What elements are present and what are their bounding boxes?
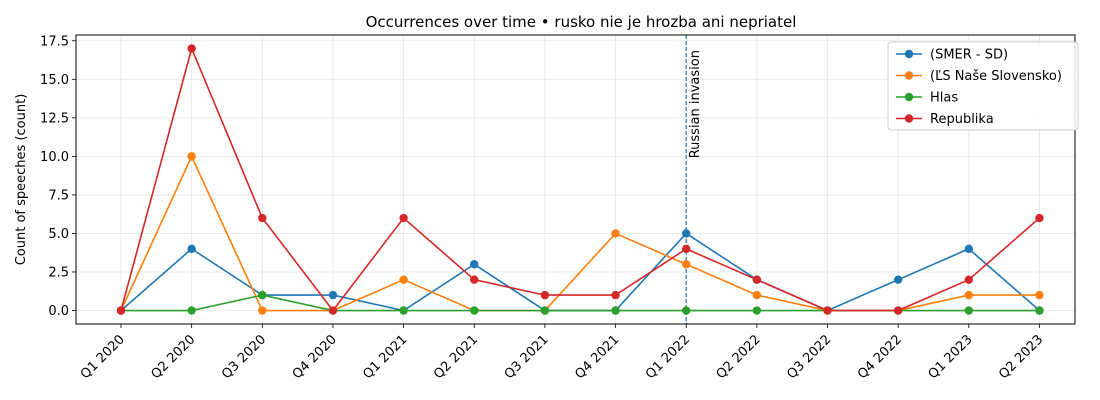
- data-point: [611, 290, 620, 300]
- data-point: [328, 306, 338, 315]
- data-point: [540, 306, 550, 315]
- data-point: [328, 290, 338, 300]
- legend: (SMER - SD) (ĽS Naše Slovensko) Hlas Republ…: [887, 41, 1079, 131]
- data-point: [682, 229, 691, 238]
- data-point: [1035, 290, 1044, 300]
- data-point: [752, 290, 762, 300]
- data-point: [187, 244, 196, 254]
- data-point: [752, 306, 762, 315]
- data-point: [187, 306, 196, 315]
- data-point: [399, 213, 408, 223]
- data-point: [399, 306, 408, 315]
- legend-swatch-marker: [904, 92, 914, 102]
- data-point: [399, 275, 408, 284]
- plot-frame: [75, 34, 1076, 325]
- data-point: [470, 275, 479, 284]
- data-point: [116, 306, 126, 315]
- chart-title: Occurrences over time • rusko nie je hro…: [366, 13, 797, 31]
- y-tick-label: 12.5: [40, 111, 69, 126]
- data-point: [964, 244, 973, 254]
- y-tick-label: 0.0: [48, 304, 69, 319]
- legend-entry: Republika: [930, 112, 994, 127]
- y-tick-label: 17.5: [40, 34, 69, 49]
- data-point: [258, 213, 267, 223]
- data-point: [964, 275, 973, 284]
- legend-swatch-marker: [904, 114, 914, 123]
- data-point: [1035, 306, 1044, 315]
- y-tick-label: 7.5: [48, 188, 69, 203]
- legend-entry: (SMER - SD): [930, 48, 1008, 63]
- data-point: [964, 290, 973, 300]
- data-point: [682, 244, 691, 254]
- data-point: [187, 152, 196, 161]
- legend-entry: Hlas: [930, 91, 958, 106]
- invasion-label: Russian invasion: [688, 50, 703, 158]
- series-lines: [116, 44, 1044, 315]
- data-point: [187, 44, 196, 53]
- legend-swatch-marker: [904, 71, 914, 80]
- series-line: [120, 46, 1040, 312]
- data-point: [893, 275, 903, 284]
- data-point: [752, 275, 762, 284]
- y-tick-label: 2.5: [48, 265, 69, 280]
- y-tick-label: 10.0: [40, 150, 69, 165]
- data-point: [258, 306, 267, 315]
- y-axis-label: Count of speeches (count): [14, 94, 29, 266]
- data-point: [611, 229, 620, 238]
- data-point: [682, 306, 691, 315]
- data-point: [682, 260, 691, 269]
- legend-swatch-marker: [904, 49, 914, 59]
- data-point: [964, 306, 973, 315]
- legend-entry: (ĽS Naše Slovensko): [930, 69, 1062, 84]
- y-tick-label: 15.0: [40, 73, 69, 88]
- data-point: [611, 306, 620, 315]
- data-point: [470, 260, 479, 269]
- annotations: Russian invasion: [685, 35, 703, 324]
- data-point: [1035, 213, 1044, 223]
- series-republika: [116, 44, 1044, 315]
- data-point: [258, 290, 267, 300]
- legend-box: [887, 41, 1079, 131]
- y-tick-label: 5.0: [48, 227, 69, 242]
- data-point: [470, 306, 479, 315]
- data-point: [540, 290, 550, 300]
- data-point: [823, 306, 832, 315]
- data-point: [893, 306, 903, 315]
